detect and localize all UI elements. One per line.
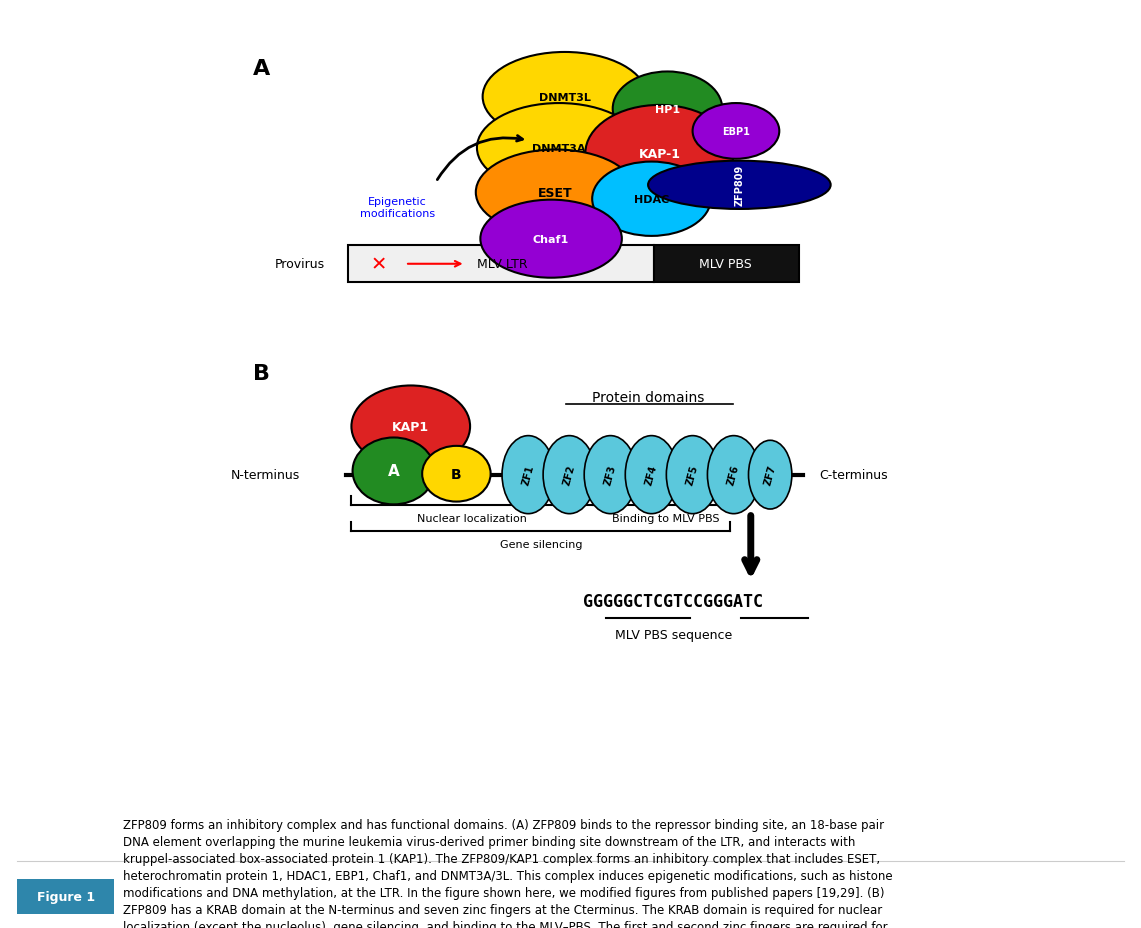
Text: Chaf1: Chaf1 [533,235,569,244]
Ellipse shape [584,436,637,514]
Bar [654,246,799,283]
Text: ZF5: ZF5 [685,464,701,486]
Ellipse shape [543,436,596,514]
Ellipse shape [666,436,719,514]
Ellipse shape [480,200,622,278]
Text: Nuclear localization: Nuclear localization [418,513,527,523]
Text: Figure 1: Figure 1 [37,890,95,903]
Text: Protein domains: Protein domains [592,390,704,405]
Text: Gene silencing: Gene silencing [500,539,582,549]
Ellipse shape [648,161,831,210]
Ellipse shape [625,436,678,514]
Text: DNMT3A: DNMT3A [533,144,585,153]
Ellipse shape [707,436,760,514]
Text: ZFP809 forms an inhibitory complex and has functional domains. (A) ZFP809 binds : ZFP809 forms an inhibitory complex and h… [123,818,897,928]
Text: ZF1: ZF1 [520,464,536,486]
Ellipse shape [476,150,636,236]
Ellipse shape [592,162,711,237]
Text: ✕: ✕ [371,255,387,274]
Text: ZF3: ZF3 [602,464,618,486]
Text: ESET: ESET [539,187,573,200]
Text: A: A [388,464,399,479]
Ellipse shape [748,441,792,509]
Text: MLV LTR: MLV LTR [477,258,527,271]
Text: Epigenetic
modifications: Epigenetic modifications [359,197,435,219]
Bar [348,246,654,283]
Bar [17,879,114,914]
Ellipse shape [351,386,470,468]
Text: KAP1: KAP1 [393,420,429,433]
Ellipse shape [477,104,641,193]
Text: MLV PBS sequence: MLV PBS sequence [615,628,731,641]
Ellipse shape [422,446,491,502]
Text: C-terminus: C-terminus [819,469,888,482]
Ellipse shape [613,72,722,147]
Text: Binding to MLV PBS: Binding to MLV PBS [612,513,720,523]
Text: HDAC: HDAC [634,195,669,204]
Text: DNMT3L: DNMT3L [539,93,591,102]
Text: EBP1: EBP1 [722,127,750,136]
Text: ZF6: ZF6 [726,464,742,486]
Text: ZFP809: ZFP809 [735,165,744,206]
Text: B: B [451,467,462,482]
Text: HP1: HP1 [655,105,680,114]
Ellipse shape [693,104,779,160]
Text: A: A [253,58,270,79]
Text: MLV PBS: MLV PBS [699,258,752,271]
Ellipse shape [483,53,647,142]
Text: GGGGGCTCGTCCGGGATC: GGGGGCTCGTCCGGGATC [583,592,763,611]
Text: ZF7: ZF7 [762,464,778,486]
Text: Provirus: Provirus [275,258,325,271]
Text: B: B [253,364,270,384]
Text: KAP-1: KAP-1 [639,148,680,161]
Ellipse shape [502,436,555,514]
Text: ZF2: ZF2 [561,464,577,486]
Ellipse shape [585,106,734,202]
Ellipse shape [353,438,435,505]
Text: ZF4: ZF4 [644,464,659,486]
Text: N-terminus: N-terminus [230,469,300,482]
